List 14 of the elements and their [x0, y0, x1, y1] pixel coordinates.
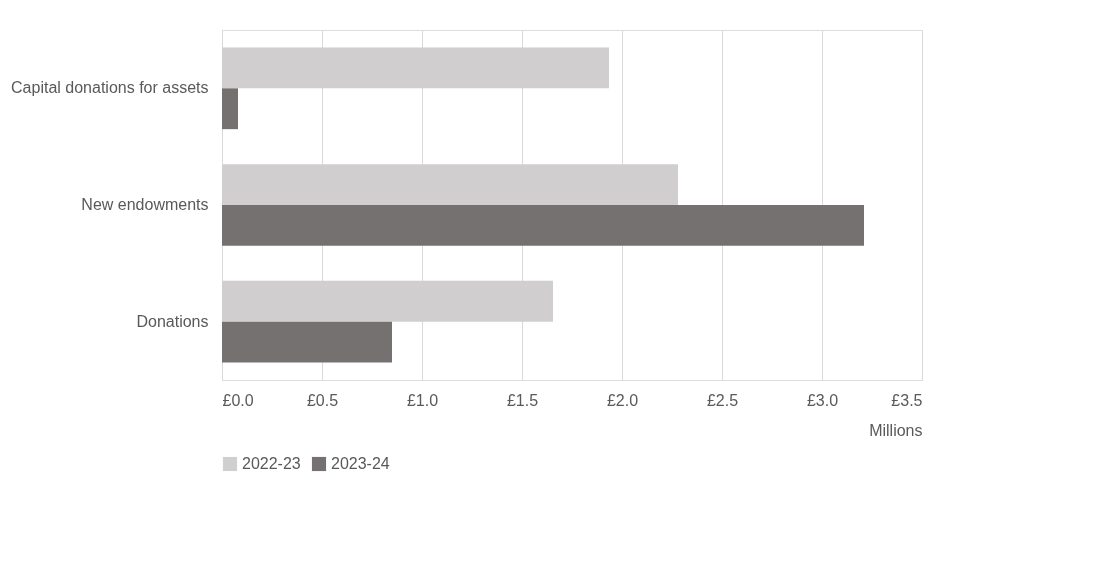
x-tick-label: £3.5 — [891, 391, 923, 409]
legend-label: 2023-24 — [331, 455, 390, 472]
x-tick-label: £1.5 — [506, 391, 539, 409]
x-tick-label: £0.5 — [306, 391, 339, 409]
x-tick-label: £3.0 — [806, 391, 839, 409]
y-tick-label: Donations — [136, 312, 209, 330]
y-tick-label: Capital donations for assets — [11, 79, 209, 97]
legend-label: 2022-23 — [242, 455, 301, 472]
y-tick-label: New endowments — [81, 196, 209, 213]
x-tick-label: £1.0 — [406, 391, 439, 409]
x-tick-label: £2.0 — [606, 391, 639, 409]
x-tick-label: £0.0 — [222, 391, 254, 409]
x-tick-label: £2.5 — [706, 391, 739, 409]
x-axis-title: Millions — [869, 421, 923, 439]
